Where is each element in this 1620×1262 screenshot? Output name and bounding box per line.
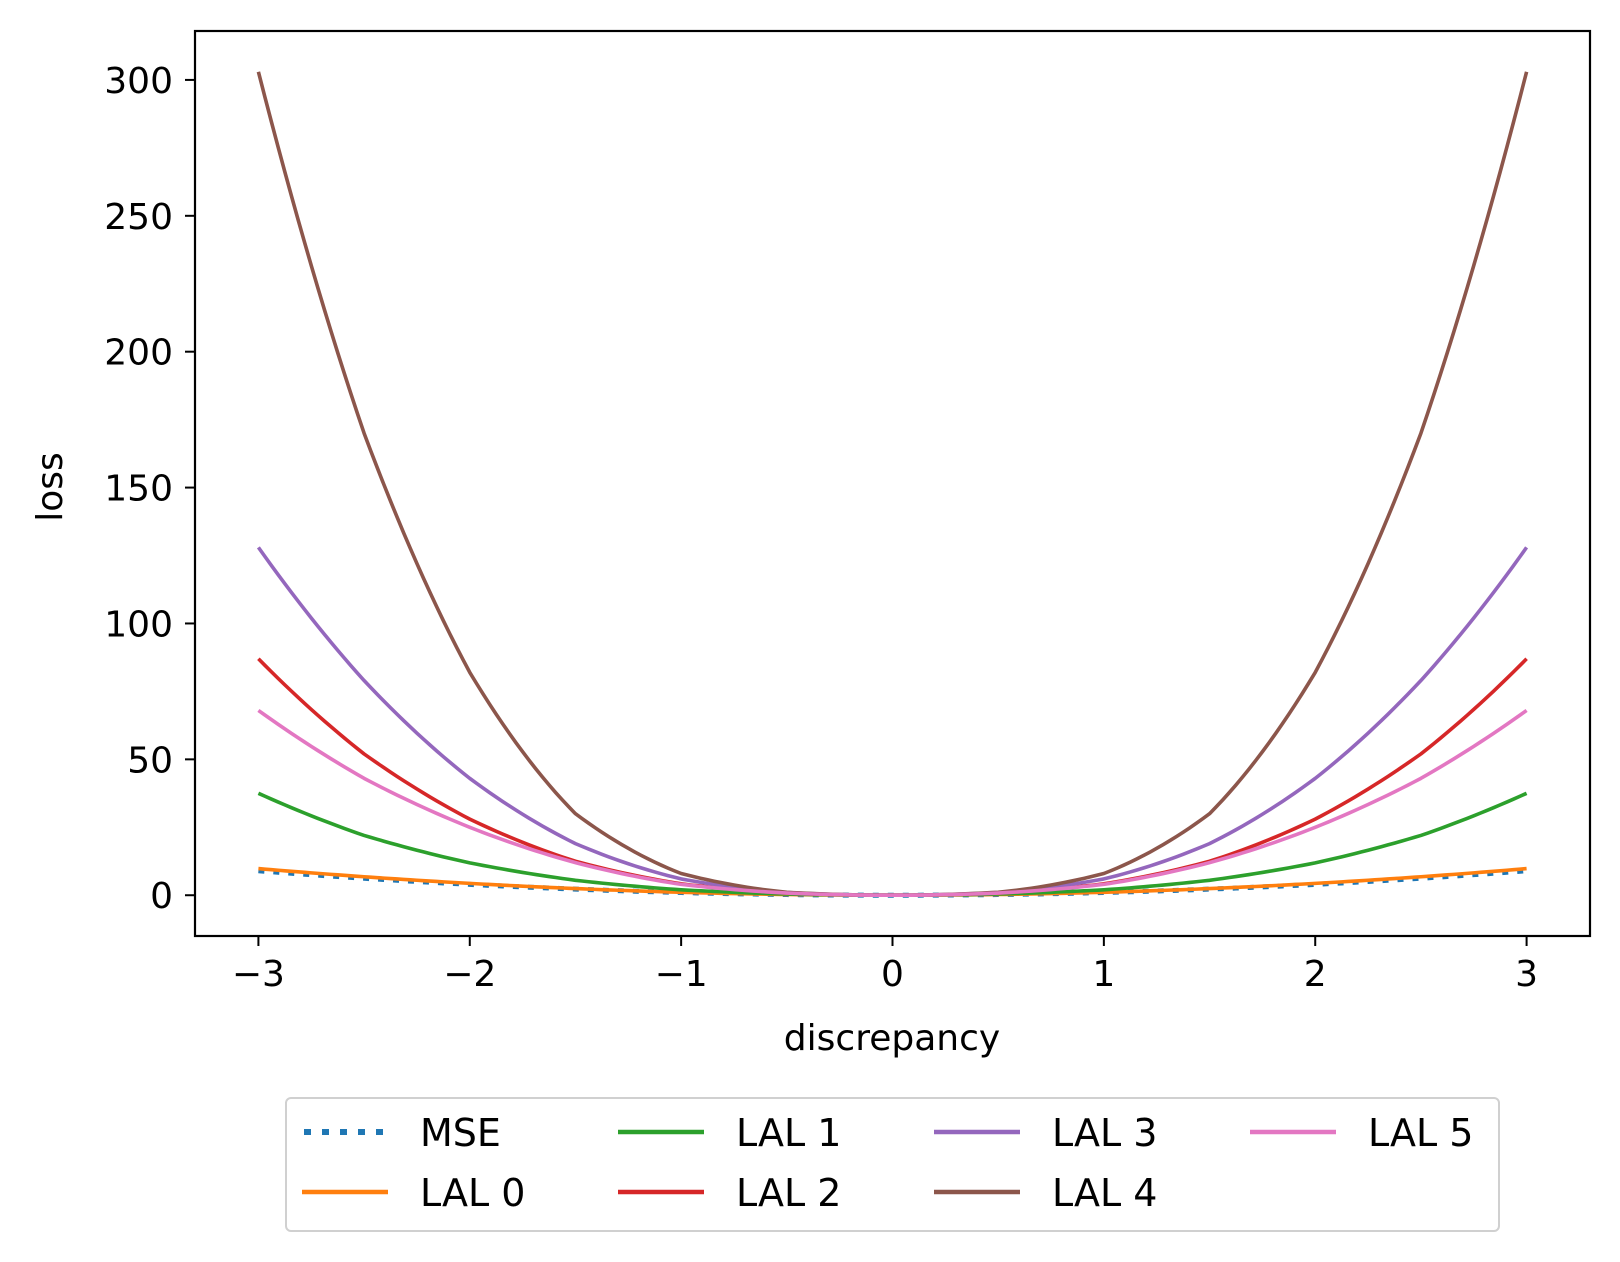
x-tick-label: −3 bbox=[232, 954, 285, 995]
legend-label-lal-1: LAL 1 bbox=[736, 1111, 841, 1155]
legend: MSE LAL 0 LAL 1 LAL 2 LAL 3 LAL 4 LAL 5 bbox=[285, 1097, 1500, 1232]
x-tick-label: −1 bbox=[655, 954, 708, 995]
x-tick-label: 1 bbox=[1092, 954, 1115, 995]
legend-label-lal-4: LAL 4 bbox=[1052, 1171, 1157, 1215]
y-tick-label: 250 bbox=[104, 197, 173, 238]
x-tick-label: 0 bbox=[881, 954, 904, 995]
y-axis-label: loss bbox=[30, 452, 71, 522]
series-layer bbox=[256, 71, 1529, 898]
legend-label-lal-3: LAL 3 bbox=[1052, 1111, 1157, 1155]
x-tick-label: 2 bbox=[1304, 954, 1327, 995]
legend-frame bbox=[285, 1097, 1500, 1232]
y-tick-label: 0 bbox=[150, 876, 173, 917]
series-line-lal-5 bbox=[257, 708, 1528, 898]
legend-label-mse: MSE bbox=[420, 1111, 501, 1155]
x-axis-label: discrepancy bbox=[784, 1018, 1000, 1059]
y-tick-label: 50 bbox=[127, 740, 173, 781]
legend-items: MSE LAL 0 LAL 1 LAL 2 LAL 3 LAL 4 LAL 5 bbox=[302, 1111, 1473, 1215]
legend-label-lal-5: LAL 5 bbox=[1368, 1111, 1473, 1155]
x-axis: −3 −2 −1 0 1 2 3 bbox=[232, 936, 1538, 995]
x-tick-label: 3 bbox=[1515, 954, 1538, 995]
y-tick-label: 300 bbox=[104, 61, 173, 102]
y-tick-label: 200 bbox=[104, 333, 173, 374]
y-tick-label: 100 bbox=[104, 604, 173, 645]
y-axis: 0 50 100 150 200 250 300 bbox=[104, 61, 195, 917]
y-tick-label: 150 bbox=[104, 469, 173, 510]
x-tick-label: −2 bbox=[443, 954, 496, 995]
legend-label-lal-2: LAL 2 bbox=[736, 1171, 841, 1215]
legend-label-lal-0: LAL 0 bbox=[420, 1171, 525, 1215]
